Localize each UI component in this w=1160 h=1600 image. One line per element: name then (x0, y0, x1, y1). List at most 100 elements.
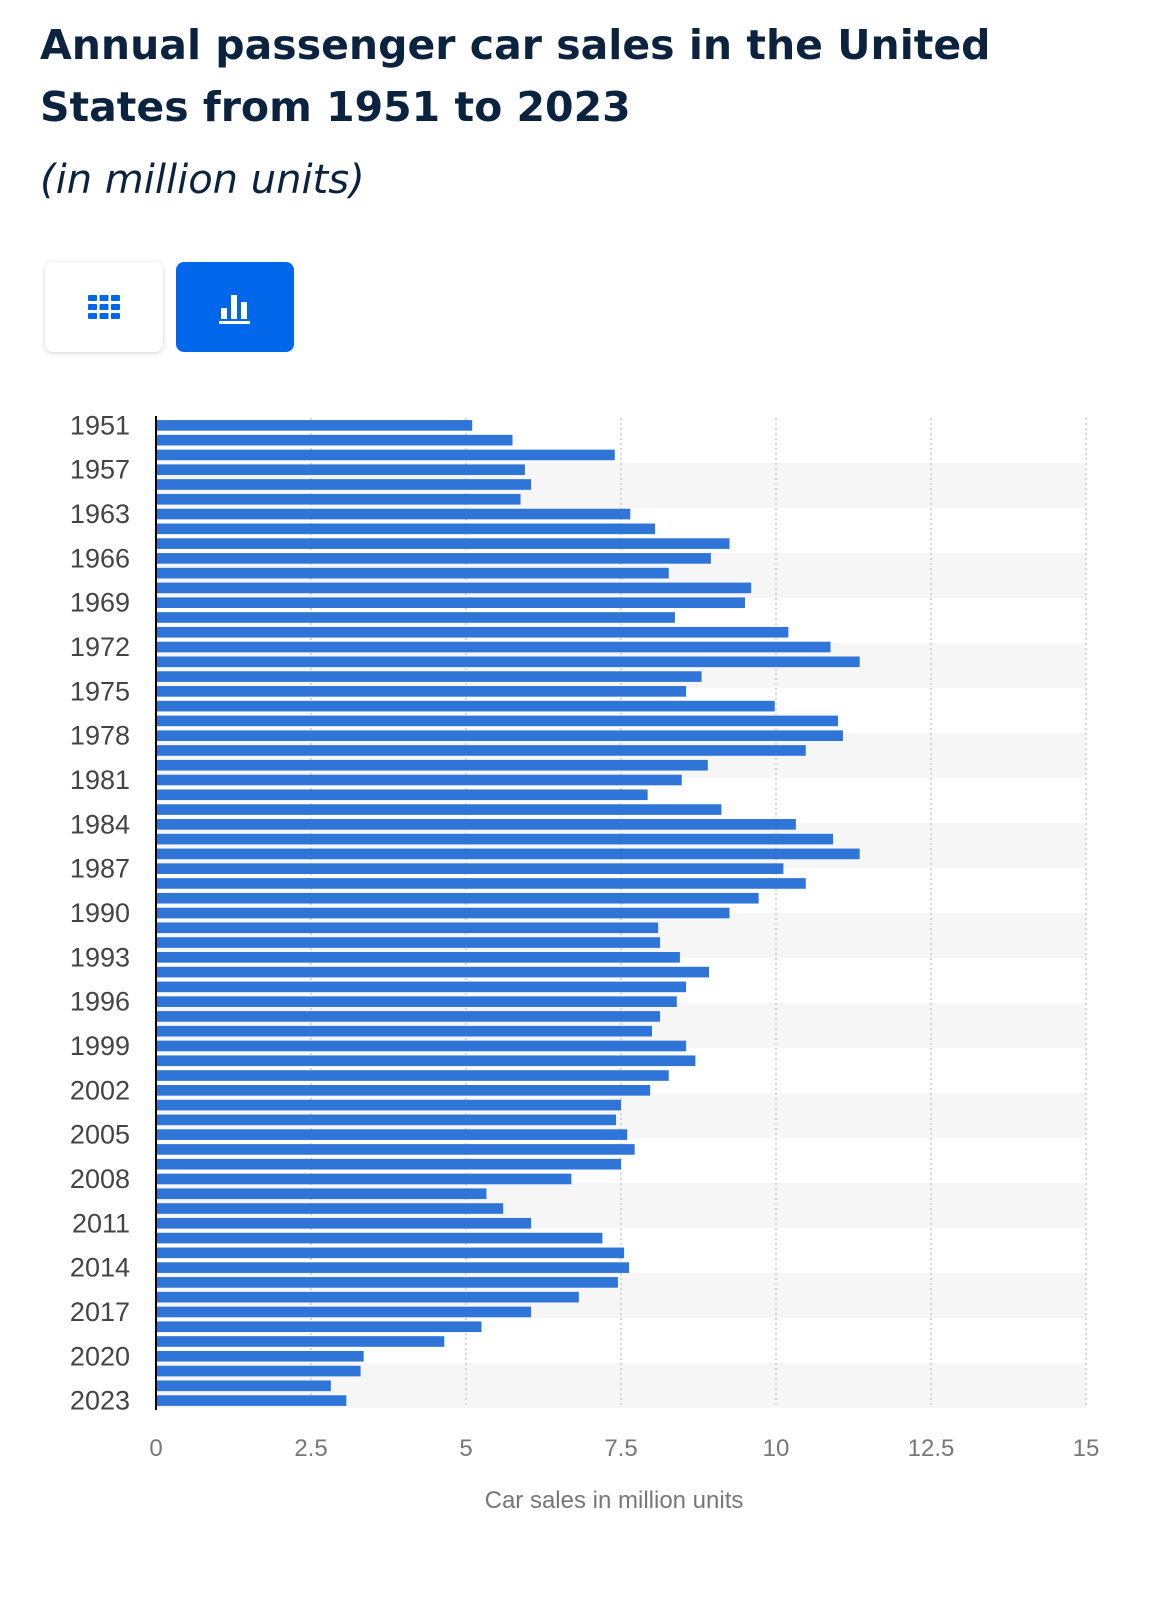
bar-1970[interactable] (156, 612, 675, 623)
bar-2017[interactable] (156, 1306, 532, 1318)
bar-1989[interactable] (156, 892, 759, 904)
bar-2013[interactable] (156, 1247, 625, 1259)
table-view-button[interactable] (45, 262, 163, 352)
bar-1999[interactable] (156, 1040, 687, 1052)
bar-1964[interactable] (156, 523, 656, 535)
y-tick-label: 1993 (70, 942, 130, 972)
bar-2022[interactable] (156, 1380, 331, 1392)
y-tick-label: 1969 (70, 588, 130, 618)
bar-2011[interactable] (156, 1217, 532, 1229)
y-tick-label: 2017 (70, 1297, 130, 1327)
table-grid-icon (88, 295, 120, 319)
bar-2020[interactable] (156, 1350, 364, 1362)
x-tick-label: 12.5 (908, 1435, 955, 1462)
bar-1966[interactable] (156, 553, 711, 564)
bar-1969[interactable] (156, 597, 745, 609)
bar-2014[interactable] (156, 1262, 630, 1273)
bar-1980[interactable] (156, 759, 708, 771)
bar-1976[interactable] (156, 700, 775, 712)
bar-2015[interactable] (156, 1277, 618, 1288)
y-tick-label: 1972 (70, 632, 130, 662)
bar-1955[interactable] (156, 449, 615, 461)
x-tick-label: 2.5 (294, 1435, 327, 1462)
bar-2006[interactable] (156, 1144, 635, 1155)
bar-1998[interactable] (156, 1025, 652, 1037)
grid-band (156, 823, 1086, 868)
bar-1971[interactable] (156, 626, 789, 638)
y-tick-label: 1987 (70, 854, 130, 884)
bar-1991[interactable] (156, 922, 659, 934)
bar-2003[interactable] (156, 1099, 621, 1111)
bar-2021[interactable] (156, 1365, 361, 1377)
bar-1957[interactable] (156, 464, 525, 476)
bar-1992[interactable] (156, 937, 661, 948)
bar-1985[interactable] (156, 833, 834, 845)
bar-1960[interactable] (156, 479, 532, 490)
bar-1954[interactable] (156, 434, 513, 446)
y-tick-label: 1981 (70, 765, 130, 795)
y-tick-label: 2002 (70, 1075, 130, 1105)
bar-1994[interactable] (156, 966, 710, 978)
bar-1979[interactable] (156, 745, 806, 756)
chart-title: Annual passenger car sales in the United… (40, 21, 991, 131)
bar-2012[interactable] (156, 1232, 603, 1244)
bar-2008[interactable] (156, 1173, 572, 1185)
x-tick-label: 7.5 (604, 1435, 637, 1462)
y-tick-label: 2020 (70, 1341, 130, 1371)
bar-1996[interactable] (156, 996, 677, 1007)
x-tick-label: 0 (149, 1435, 162, 1462)
bar-2023[interactable] (156, 1395, 347, 1406)
y-tick-label: 1978 (70, 721, 130, 751)
bar-1990[interactable] (156, 907, 730, 919)
bar-1968[interactable] (156, 582, 752, 594)
bar-2005[interactable] (156, 1129, 628, 1140)
bar-2002[interactable] (156, 1084, 651, 1096)
bar-1983[interactable] (156, 804, 722, 815)
bar-1972[interactable] (156, 641, 831, 653)
y-tick-label: 1966 (70, 543, 130, 573)
chart-view-button[interactable] (176, 262, 294, 352)
bar-2009[interactable] (156, 1188, 487, 1200)
bar-2019[interactable] (156, 1336, 445, 1347)
y-tick-label: 2014 (70, 1253, 130, 1283)
bar-1963[interactable] (156, 508, 631, 520)
grid-band (156, 913, 1086, 958)
bar-1997[interactable] (156, 1011, 661, 1022)
bar-2001[interactable] (156, 1070, 669, 1081)
bar-1986[interactable] (156, 848, 860, 860)
bar-1987[interactable] (156, 863, 784, 874)
x-tick-label: 5 (459, 1435, 472, 1462)
bar-1965[interactable] (156, 538, 730, 549)
y-tick-label: 1996 (70, 987, 130, 1017)
y-tick-label: 1975 (70, 676, 130, 706)
bar-1995[interactable] (156, 981, 687, 993)
y-tick-label: 2011 (72, 1208, 130, 1238)
bar-1982[interactable] (156, 789, 648, 801)
bar-1977[interactable] (156, 715, 838, 727)
bar-1981[interactable] (156, 774, 682, 786)
bar-2016[interactable] (156, 1291, 579, 1303)
bar-2004[interactable] (156, 1114, 617, 1126)
y-tick-label: 1990 (70, 898, 130, 928)
bar-1993[interactable] (156, 952, 680, 963)
bar-2007[interactable] (156, 1158, 621, 1170)
bar-chart-icon (219, 295, 250, 324)
bar-1984[interactable] (156, 819, 796, 830)
y-tick-label: 1999 (70, 1031, 130, 1061)
bar-1962[interactable] (156, 493, 521, 505)
y-tick-label: 1963 (70, 499, 130, 529)
bar-2010[interactable] (156, 1203, 504, 1214)
bar-1975[interactable] (156, 686, 687, 697)
bar-1967[interactable] (156, 567, 669, 579)
x-tick-label: 15 (1073, 1435, 1100, 1462)
bar-1988[interactable] (156, 878, 806, 889)
y-tick-label: 2008 (70, 1164, 130, 1194)
grid-band (156, 1003, 1086, 1048)
bar-1951[interactable] (156, 420, 473, 431)
bar-1978[interactable] (156, 730, 843, 742)
bar-2000[interactable] (156, 1055, 696, 1067)
bar-1974[interactable] (156, 671, 702, 682)
y-tick-label: 1957 (70, 455, 130, 485)
bar-2018[interactable] (156, 1321, 482, 1333)
bar-1973[interactable] (156, 656, 860, 668)
